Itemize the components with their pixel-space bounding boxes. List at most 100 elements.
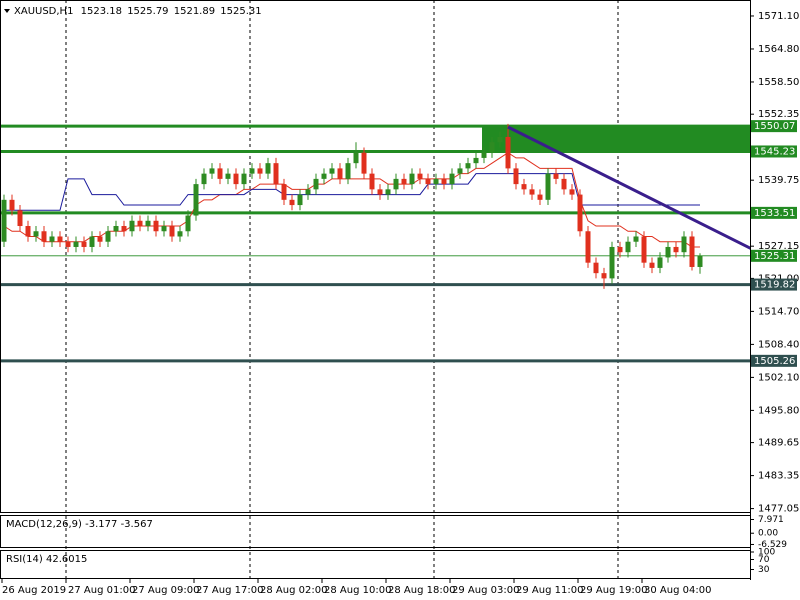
candle-body [81, 241, 87, 247]
candle-body [129, 220, 135, 232]
candle-body [561, 178, 567, 190]
macd-signal: -3.567 [121, 519, 153, 530]
candle-body [425, 178, 431, 185]
macd-frame [0, 515, 751, 548]
candle-body [665, 246, 671, 258]
candle-body [673, 246, 679, 253]
candle-body [657, 257, 663, 268]
candle-body [233, 173, 239, 185]
candle-body [537, 194, 543, 200]
candle-body [513, 168, 519, 185]
candle-body [433, 178, 439, 185]
candle-body [633, 236, 639, 242]
candle-body [9, 199, 15, 211]
x-tick-label: 28 Aug 10:00 [324, 585, 391, 596]
candle-body [489, 142, 495, 153]
candle-body [329, 168, 335, 174]
candle-body [529, 189, 535, 195]
y-tick-label: 1527.15 [758, 241, 799, 252]
y-tick-label: 1502.10 [758, 372, 799, 383]
x-tick-label: 29 Aug 11:00 [516, 585, 583, 596]
candle-body [585, 231, 591, 263]
candle-body [441, 178, 447, 185]
candle-body [177, 231, 183, 237]
candle-body [41, 231, 47, 242]
candle-body [201, 173, 207, 185]
candle-body [697, 255, 703, 267]
candle-body [497, 136, 503, 143]
axis-area [751, 0, 800, 600]
header-high: 1525.79 [127, 6, 168, 17]
candle-body [689, 236, 695, 267]
candle-body [617, 246, 623, 253]
x-tick-label: 28 Aug 18:00 [388, 585, 455, 596]
level-label-bg [751, 145, 797, 158]
candle-body [521, 184, 527, 190]
y-tick-label: 1483.35 [758, 471, 799, 482]
candle-body [345, 163, 351, 179]
y-tick-label: 1508.40 [758, 339, 799, 350]
candle-body [377, 189, 383, 195]
indicator-line [4, 173, 700, 211]
candle-body [249, 168, 255, 174]
x-tick-label: 27 Aug 09:00 [132, 585, 199, 596]
rsi-value: 42.6015 [46, 554, 87, 565]
candle-body [385, 189, 391, 195]
candle-body [193, 184, 199, 216]
candle-body [553, 173, 559, 179]
macd-name: MACD(12,26,9) [6, 519, 82, 530]
bid-label-bg [751, 249, 797, 262]
y-tick-label: 7.971 [758, 515, 784, 525]
level-label-bg [751, 120, 797, 133]
candle-body [17, 210, 23, 227]
candle-body [169, 226, 175, 237]
y-tick-label: 1571.10 [758, 11, 799, 22]
header-open: 1523.18 [81, 6, 122, 17]
y-tick-label: 100 [758, 548, 775, 558]
candle-body [281, 184, 287, 200]
level-label: 1533.51 [754, 208, 795, 219]
candle-body [209, 168, 215, 174]
level-label: 1545.23 [754, 146, 795, 157]
y-tick-label: 1552.35 [758, 109, 799, 120]
candle-body [417, 173, 423, 179]
level-label-bg [751, 206, 797, 219]
y-tick-label: 1495.80 [758, 405, 799, 416]
candle-body [185, 215, 191, 232]
candle-body [137, 220, 143, 227]
candle-body [297, 194, 303, 206]
header-low: 1521.89 [174, 6, 215, 17]
candle-body [257, 168, 263, 174]
candle-body [25, 226, 31, 237]
candle-body [89, 236, 95, 247]
header-arrow [4, 9, 10, 13]
candle-body [153, 220, 159, 232]
candle-body [401, 178, 407, 185]
rsi-name: RSI(14) [6, 554, 43, 565]
candle-body [353, 152, 359, 164]
candle-body [145, 220, 151, 227]
rsi-title: RSI(14) 42.6015 [6, 554, 87, 565]
candle-body [609, 246, 615, 279]
candle-body [33, 231, 39, 237]
candle-body [273, 163, 279, 185]
candle-body [161, 226, 167, 232]
candle-body [593, 262, 599, 274]
candle-body [681, 236, 687, 253]
x-tick-label: 28 Aug 02:00 [260, 585, 327, 596]
y-tick-label: 1514.70 [758, 306, 799, 317]
level-label: 1505.26 [754, 356, 795, 367]
macd-title: MACD(12,26,9) -3.177 -3.567 [6, 519, 153, 530]
x-tick-label: 27 Aug 17:00 [196, 585, 263, 596]
y-tick-label: 1477.05 [758, 504, 799, 515]
rsi-frame [0, 550, 751, 579]
candle-body [457, 168, 463, 174]
indicator-line [3, 152, 700, 248]
candle-body [265, 163, 271, 174]
candle-body [465, 163, 471, 169]
candle-body [65, 241, 71, 247]
candle-body [641, 236, 647, 263]
candle-body [409, 173, 415, 185]
